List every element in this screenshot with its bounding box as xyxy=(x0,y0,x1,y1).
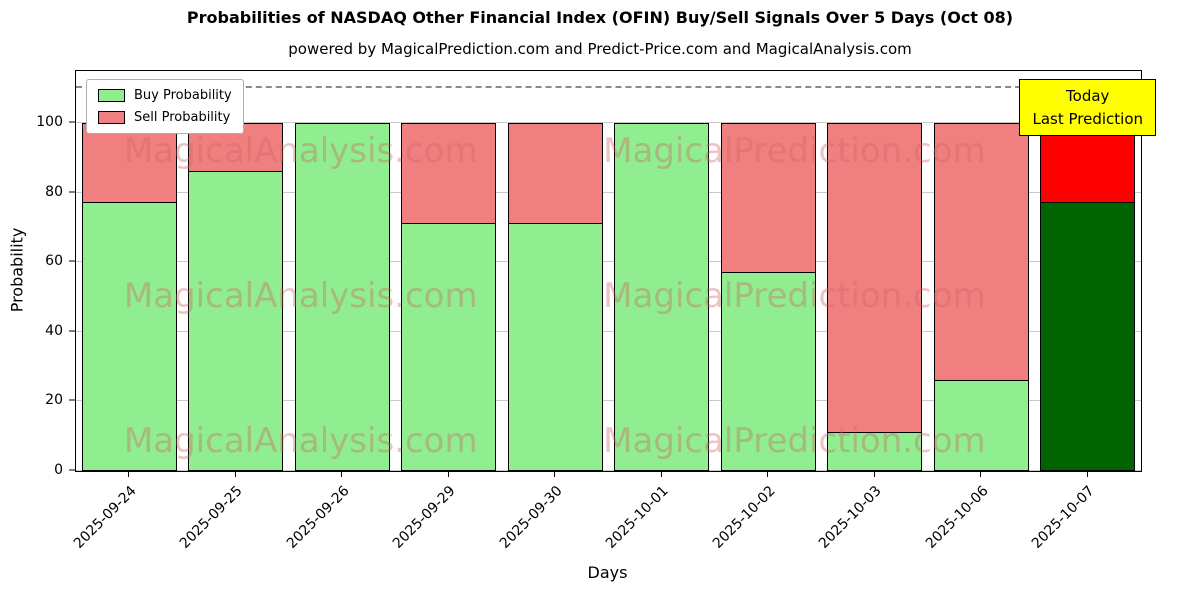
sell-swatch xyxy=(98,111,125,124)
y-tick-mark xyxy=(69,191,75,193)
x-tick-label: 2025-10-06 xyxy=(922,483,992,552)
plot-area: MagicalAnalysis.com MagicalPrediction.com… xyxy=(75,70,1156,472)
stacked-bar xyxy=(720,123,816,471)
y-tick-mark xyxy=(69,330,75,332)
legend-buy-label: Buy Probability xyxy=(134,88,232,103)
stacked-bar xyxy=(81,123,177,471)
bar-slot xyxy=(928,71,1035,471)
bar-slot xyxy=(715,71,822,471)
dashed-threshold-line xyxy=(76,86,1141,89)
sell-segment xyxy=(827,123,923,433)
legend-sell-label: Sell Probability xyxy=(134,110,231,125)
x-tick-label: 2025-10-02 xyxy=(709,483,779,552)
gridline xyxy=(76,330,1141,332)
y-tick-mark xyxy=(69,469,75,471)
buy-segment xyxy=(827,432,923,471)
buy-segment xyxy=(294,123,390,471)
x-axis-label: Days xyxy=(587,563,628,582)
x-tick-mark xyxy=(447,471,449,477)
buy-segment xyxy=(1040,203,1136,471)
bar-slot xyxy=(822,71,929,471)
buy-segment xyxy=(81,203,177,471)
legend: Buy Probability Sell Probability xyxy=(86,79,244,134)
annotation-line2: Last Prediction xyxy=(1032,109,1143,128)
y-tick-mark xyxy=(69,399,75,401)
x-tick-mark xyxy=(873,471,875,477)
stacked-bar xyxy=(507,123,603,471)
bar-slot xyxy=(183,71,290,471)
y-tick-label: 60 xyxy=(45,253,63,270)
y-tick-label: 80 xyxy=(45,183,63,200)
buy-segment xyxy=(933,380,1029,471)
x-tick-mark xyxy=(341,471,343,477)
buy-swatch xyxy=(98,89,125,102)
x-tick-mark xyxy=(128,471,130,477)
buy-segment xyxy=(614,123,710,471)
chart-subtitle: powered by MagicalPrediction.com and Pre… xyxy=(288,40,912,58)
x-tick-mark xyxy=(767,471,769,477)
buy-segment xyxy=(507,224,603,471)
y-tick-mark xyxy=(69,260,75,262)
y-tick-mark xyxy=(69,121,75,123)
sell-segment xyxy=(507,123,603,225)
y-tick-label: 0 xyxy=(54,462,63,478)
x-tick-label: 2025-09-24 xyxy=(70,483,140,552)
today-annotation: Today Last Prediction xyxy=(1019,79,1156,136)
bar-slot xyxy=(609,71,716,471)
annotation-line1: Today xyxy=(1066,87,1110,105)
buy-segment xyxy=(188,171,284,471)
x-tick-mark xyxy=(234,471,236,477)
sell-segment xyxy=(720,123,816,273)
x-tick-mark xyxy=(554,471,556,477)
bars xyxy=(76,71,1141,471)
y-tick-label: 20 xyxy=(45,392,63,409)
legend-item-sell: Sell Probability xyxy=(98,110,232,125)
bar-slot xyxy=(396,71,503,471)
gridline xyxy=(76,261,1141,263)
x-tick-label: 2025-09-29 xyxy=(390,483,460,552)
stacked-bar xyxy=(614,123,710,471)
stacked-bar xyxy=(933,123,1029,471)
gridline xyxy=(76,400,1141,402)
stacked-bar xyxy=(294,123,390,471)
x-tick-mark xyxy=(980,471,982,477)
stacked-bar xyxy=(188,123,284,471)
stacked-bar xyxy=(827,123,923,471)
x-tick-label: 2025-10-01 xyxy=(603,483,673,552)
gridline xyxy=(76,191,1141,193)
bar-slot xyxy=(502,71,609,471)
y-axis: 0 20 40 60 80 100 xyxy=(0,70,75,478)
y-tick-label: 40 xyxy=(45,322,63,339)
chart-title: Probabilities of NASDAQ Other Financial … xyxy=(186,8,1014,27)
x-tick-label: 2025-10-07 xyxy=(1029,483,1099,552)
bar-slot xyxy=(289,71,396,471)
x-tick-mark xyxy=(660,471,662,477)
bar-slot xyxy=(76,71,183,471)
stacked-bar xyxy=(401,123,497,471)
x-tick-label: 2025-09-30 xyxy=(496,483,566,552)
x-tick-mark xyxy=(1086,471,1088,477)
sell-segment xyxy=(401,123,497,225)
x-tick-label: 2025-09-26 xyxy=(283,483,353,552)
bar-slot xyxy=(1035,71,1142,471)
stacked-bar xyxy=(1040,123,1136,471)
legend-item-buy: Buy Probability xyxy=(98,88,232,103)
sell-segment xyxy=(81,123,177,204)
x-tick-label: 2025-09-25 xyxy=(177,483,247,552)
buy-segment xyxy=(720,272,816,471)
gridline xyxy=(76,470,1141,471)
sell-segment xyxy=(933,123,1029,381)
y-tick-label: 100 xyxy=(36,114,63,131)
gridline xyxy=(76,122,1141,124)
buy-segment xyxy=(401,224,497,471)
x-axis: 2025-09-24 2025-09-25 2025-09-26 2025-09-29… xyxy=(71,471,1140,566)
x-tick-label: 2025-10-03 xyxy=(816,483,886,552)
